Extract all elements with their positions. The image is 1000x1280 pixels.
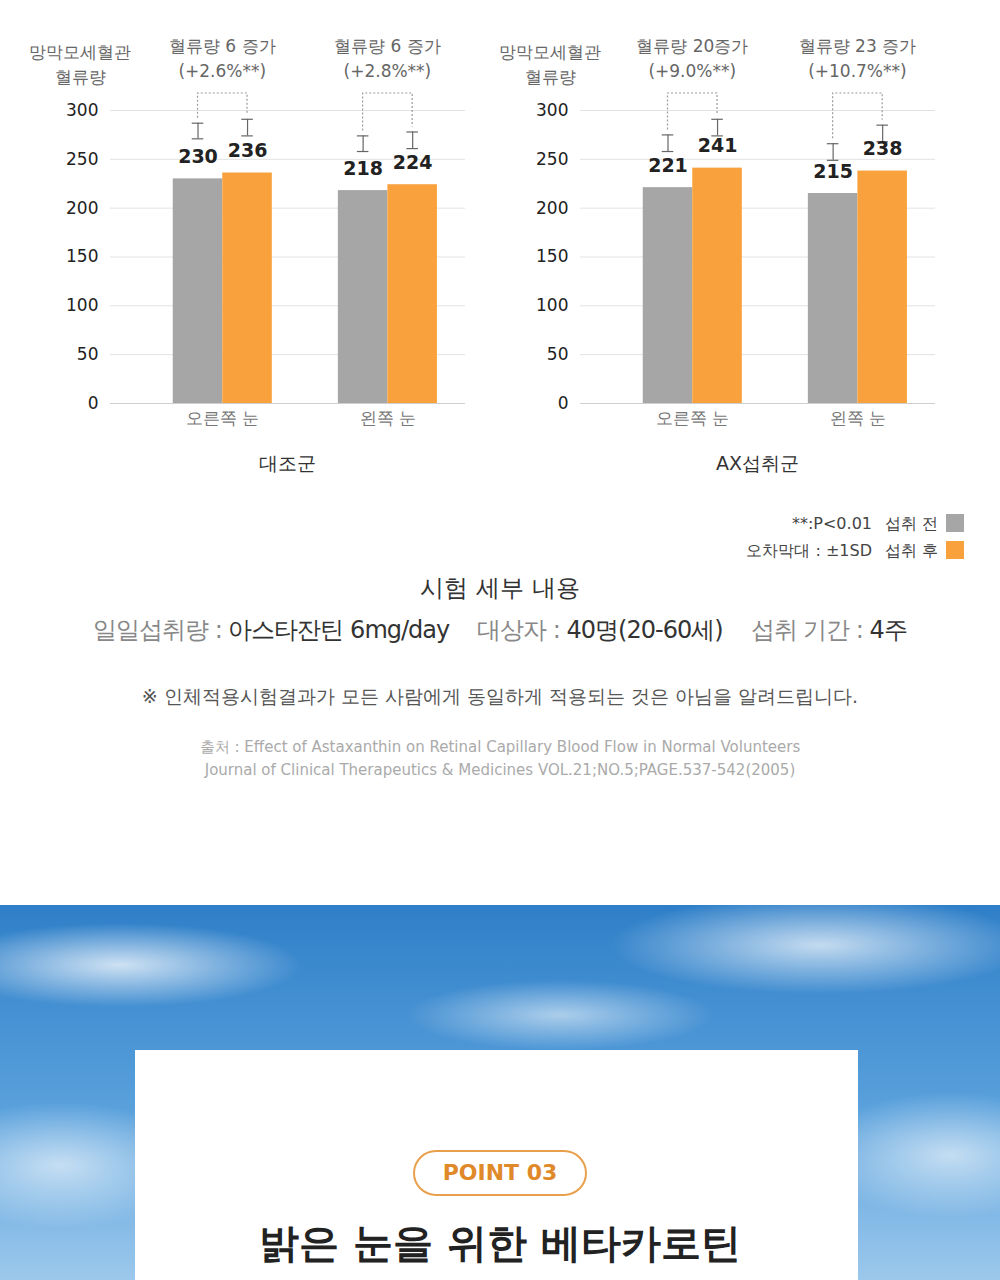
svg-text:241: 241	[698, 134, 738, 156]
svg-text:왼쪽 눈: 왼쪽 눈	[360, 408, 416, 428]
svg-text:혈류량: 혈류량	[55, 67, 106, 87]
svg-text:215: 215	[813, 160, 853, 182]
html-text:**:P<0.01: **:P<0.01	[791, 514, 872, 533]
html-text:시험 세부 내용: 시험 세부 내용	[420, 574, 580, 602]
svg-text:오른쪽 눈: 오른쪽 눈	[656, 408, 729, 428]
html-text:대상자 : 40명(20-60세): 대상자 : 40명(20-60세)	[477, 616, 723, 644]
svg-text:혈류량 20증가: 혈류량 20증가	[636, 36, 748, 56]
svg-text:(+2.6%**): (+2.6%**)	[178, 61, 266, 81]
html-text:섭취 전: 섭취 전	[884, 514, 938, 533]
svg-text:218: 218	[343, 157, 383, 179]
html-text:※ 인체적용시험결과가 모든 사람에게 동일하게 적용되는: ※ 인체적용시험결과가 모든 사람에게 동일하게 적용되는 것은 아님을 알려드…	[141, 685, 859, 707]
svg-text:200: 200	[536, 198, 568, 218]
svg-text:250: 250	[536, 149, 568, 169]
svg-text:300: 300	[536, 100, 568, 120]
svg-text:0: 0	[88, 393, 99, 413]
svg-text:250: 250	[66, 149, 98, 169]
svg-text:230: 230	[178, 145, 218, 167]
html-text:일일섭취량 :아스타잔틴 6mg/day: 일일섭취량 :아스타잔틴 6mg/day	[93, 616, 450, 644]
svg-text:50: 50	[547, 344, 569, 364]
svg-text:혈류량 6 증가: 혈류량 6 증가	[334, 36, 441, 56]
svg-text:150: 150	[536, 246, 568, 266]
svg-text:(+2.8%**): (+2.8%**)	[344, 61, 432, 81]
svg-text:망막모세혈관: 망막모세혈관	[499, 42, 601, 62]
svg-text:100: 100	[66, 295, 98, 315]
svg-text:236: 236	[228, 139, 268, 161]
svg-text:300: 300	[66, 100, 98, 120]
html-text:Journal of Clinical Therapeuti: Journal of Clinical Therapeutics & Medic…	[204, 761, 796, 779]
html-text:AX섭취군: AX섭취군	[716, 452, 799, 474]
svg-text:혈류량 6 증가: 혈류량 6 증가	[169, 36, 276, 56]
svg-text:150: 150	[66, 246, 98, 266]
html-text:POINT 03: POINT 03	[442, 1160, 558, 1185]
svg-text:50: 50	[77, 344, 99, 364]
svg-text:221: 221	[648, 154, 688, 176]
svg-text:(+9.0%**): (+9.0%**)	[648, 61, 736, 81]
svg-text:0: 0	[558, 393, 569, 413]
svg-text:238: 238	[863, 137, 903, 159]
html-text:섭취 기간 : 4주: 섭취 기간 : 4주	[750, 616, 907, 644]
svg-text:오른쪽 눈: 오른쪽 눈	[186, 408, 259, 428]
html-text:밝은 눈을 위한 베타카로틴: 밝은 눈을 위한 베타카로틴	[259, 1220, 741, 1266]
html-text:오차막대 : ±1SD: 오차막대 : ±1SD	[746, 541, 872, 560]
svg-text:200: 200	[66, 198, 98, 218]
html-text:대조군: 대조군	[259, 452, 316, 474]
svg-text:(+10.7%**): (+10.7%**)	[808, 61, 907, 81]
svg-text:100: 100	[536, 295, 568, 315]
svg-text:224: 224	[393, 151, 433, 173]
svg-text:망막모세혈관: 망막모세혈관	[29, 42, 131, 62]
svg-text:혈류량: 혈류량	[525, 67, 576, 87]
svg-text:왼쪽 눈: 왼쪽 눈	[830, 408, 886, 428]
html-text:섭취 후: 섭취 후	[884, 541, 938, 560]
svg-text:혈류량 23 증가: 혈류량 23 증가	[799, 36, 916, 56]
html-text:출처 : Effect of Astaxanthin on: 출처 : Effect of Astaxanthin on Retinal Ca…	[199, 738, 801, 756]
